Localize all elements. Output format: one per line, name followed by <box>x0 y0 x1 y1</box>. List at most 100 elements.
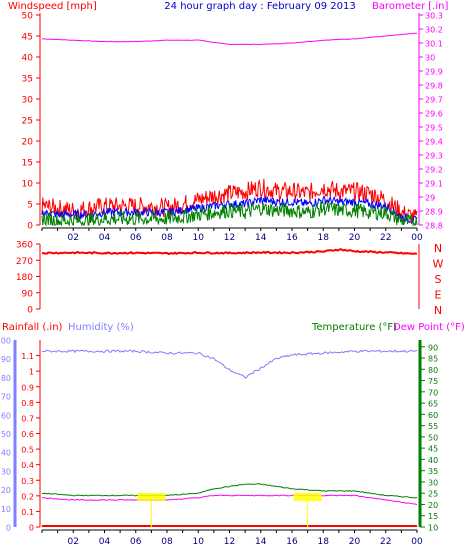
humidity-title: Humidity (%) <box>68 322 134 333</box>
direction-tick-label: 90 <box>22 289 34 299</box>
x-tick-label-1: 14 <box>255 233 267 243</box>
rain-tick-label: 0.4 <box>21 461 34 470</box>
humidity-tick-label: 50 <box>1 430 11 439</box>
wind-tick-label: 10 <box>22 180 34 190</box>
barometer-tick-label: 29.4 <box>425 138 443 147</box>
temperature-tick-label: 60 <box>428 411 438 420</box>
temperature-tick-label: 10 <box>428 524 438 533</box>
temperature-tick-label: 90 <box>428 343 438 352</box>
humidity-tick-label: 70 <box>1 393 11 402</box>
x-tick-label-1: 02 <box>68 233 79 243</box>
barometer-tick-label: 30.2 <box>425 26 443 35</box>
x-tick-label-1: 20 <box>349 233 361 243</box>
barometer-tick-label: 29.3 <box>425 152 443 161</box>
compass-label: W <box>433 258 444 271</box>
compass-label: E <box>435 289 442 302</box>
x-tick-label-3: 22 <box>380 537 391 547</box>
humidity-tick-label: 40 <box>1 449 11 458</box>
barometer-line <box>41 32 417 46</box>
dewpoint-title: Dew Point (°F) <box>393 322 465 333</box>
graph-title: 24 hour graph day : February 09 2013 <box>164 1 355 12</box>
temperature-tick-label: 15 <box>428 512 438 521</box>
humidity-tick-label: 30 <box>1 467 11 476</box>
x-tick-label-3: 02 <box>68 537 79 547</box>
direction-tick-label: 180 <box>16 273 33 283</box>
wind-gust-line <box>41 178 418 224</box>
humidity-tick-label: 100 <box>0 337 11 346</box>
direction-tick-label: 0 <box>27 306 33 316</box>
temperature-title: Temperature (°F) <box>311 322 397 333</box>
temperature-tick-label: 30 <box>428 478 438 487</box>
rain-tick-label: 0.1 <box>21 508 34 517</box>
wind-tick-label: 50 <box>22 12 34 22</box>
humidity-tick-label: 90 <box>1 355 11 364</box>
wind-tick-label: 45 <box>22 33 33 43</box>
barometer-tick-label: 28.8 <box>425 222 443 231</box>
x-tick-label-3: 16 <box>286 537 298 547</box>
rain-tick-label: 0.7 <box>21 414 34 423</box>
wind-tick-label: 20 <box>22 138 34 148</box>
barometer-tick-label: 29.7 <box>425 96 443 105</box>
rain-tick-label: 0.2 <box>21 492 34 501</box>
barometer-tick-label: 30.1 <box>425 40 443 49</box>
barometer-tick-label: 29.8 <box>425 82 443 91</box>
rain-tick-label: 0.9 <box>21 383 34 392</box>
x-tick-label-3: 08 <box>161 537 173 547</box>
x-tick-label-1: 18 <box>318 233 330 243</box>
barometer-tick-label: 29.6 <box>425 110 443 119</box>
x-tick-label-3: 06 <box>130 537 142 547</box>
temperature-tick-label: 35 <box>428 467 438 476</box>
x-tick-label-3: 10 <box>193 537 205 547</box>
barometer-tick-label: 29.9 <box>425 68 443 77</box>
barometer-title: Barometer [.in] <box>372 1 448 12</box>
humidity-line <box>41 349 418 379</box>
x-tick-label-3: 04 <box>99 537 111 547</box>
rain-title: Rainfall (.in) <box>2 322 63 333</box>
wind-title: Windspeed [mph] <box>8 1 97 12</box>
x-tick-label-3: 00 <box>411 537 423 547</box>
rain-tick-label: 0 <box>29 524 34 533</box>
wind-tick-label: 35 <box>22 75 33 85</box>
x-tick-label-1: 00 <box>411 233 423 243</box>
temperature-tick-label: 50 <box>428 433 438 442</box>
temperature-tick-label: 75 <box>428 377 438 386</box>
humidity-tick-label: 20 <box>1 486 11 495</box>
x-tick-label-3: 12 <box>224 537 235 547</box>
humidity-tick-label: 10 <box>1 505 11 514</box>
x-tick-label-1: 16 <box>286 233 298 243</box>
barometer-tick-label: 29.5 <box>425 124 443 133</box>
wind-tick-label: 5 <box>27 201 33 211</box>
x-tick-label-1: 08 <box>161 233 173 243</box>
compass-label: N <box>434 304 442 317</box>
rain-tick-label: 1 <box>29 368 34 377</box>
wind-low-line <box>41 201 418 227</box>
x-tick-label-1: 10 <box>193 233 205 243</box>
wind-tick-label: 15 <box>22 159 33 169</box>
rain-tick-label: 1.1 <box>21 352 34 361</box>
x-tick-label-3: 20 <box>349 537 361 547</box>
barometer-tick-label: 29.2 <box>425 166 443 175</box>
wind-tick-label: 25 <box>22 117 33 127</box>
temperature-tick-label: 40 <box>428 456 438 465</box>
temperature-tick-label: 80 <box>428 366 438 375</box>
direction-tick-label: 360 <box>16 241 33 251</box>
barometer-tick-label: 29.1 <box>425 180 443 189</box>
rain-tick-label: 0.5 <box>21 446 34 455</box>
wind-tick-label: 30 <box>22 96 34 106</box>
temperature-line <box>41 483 418 499</box>
x-tick-label-1: 22 <box>380 233 391 243</box>
annotation-box <box>293 493 322 501</box>
humidity-tick-label: 0 <box>6 524 11 533</box>
wind-tick-label: 0 <box>27 222 33 232</box>
temperature-tick-label: 55 <box>428 422 438 431</box>
rain-tick-label: 0.6 <box>21 430 34 439</box>
wind-direction-line <box>41 248 418 256</box>
barometer-tick-label: 29 <box>425 194 435 203</box>
annotation-box <box>137 493 166 501</box>
x-tick-label-1: 12 <box>224 233 235 243</box>
humidity-tick-label: 80 <box>1 374 11 383</box>
temperature-tick-label: 65 <box>428 400 438 409</box>
barometer-tick-label: 30 <box>425 54 435 63</box>
